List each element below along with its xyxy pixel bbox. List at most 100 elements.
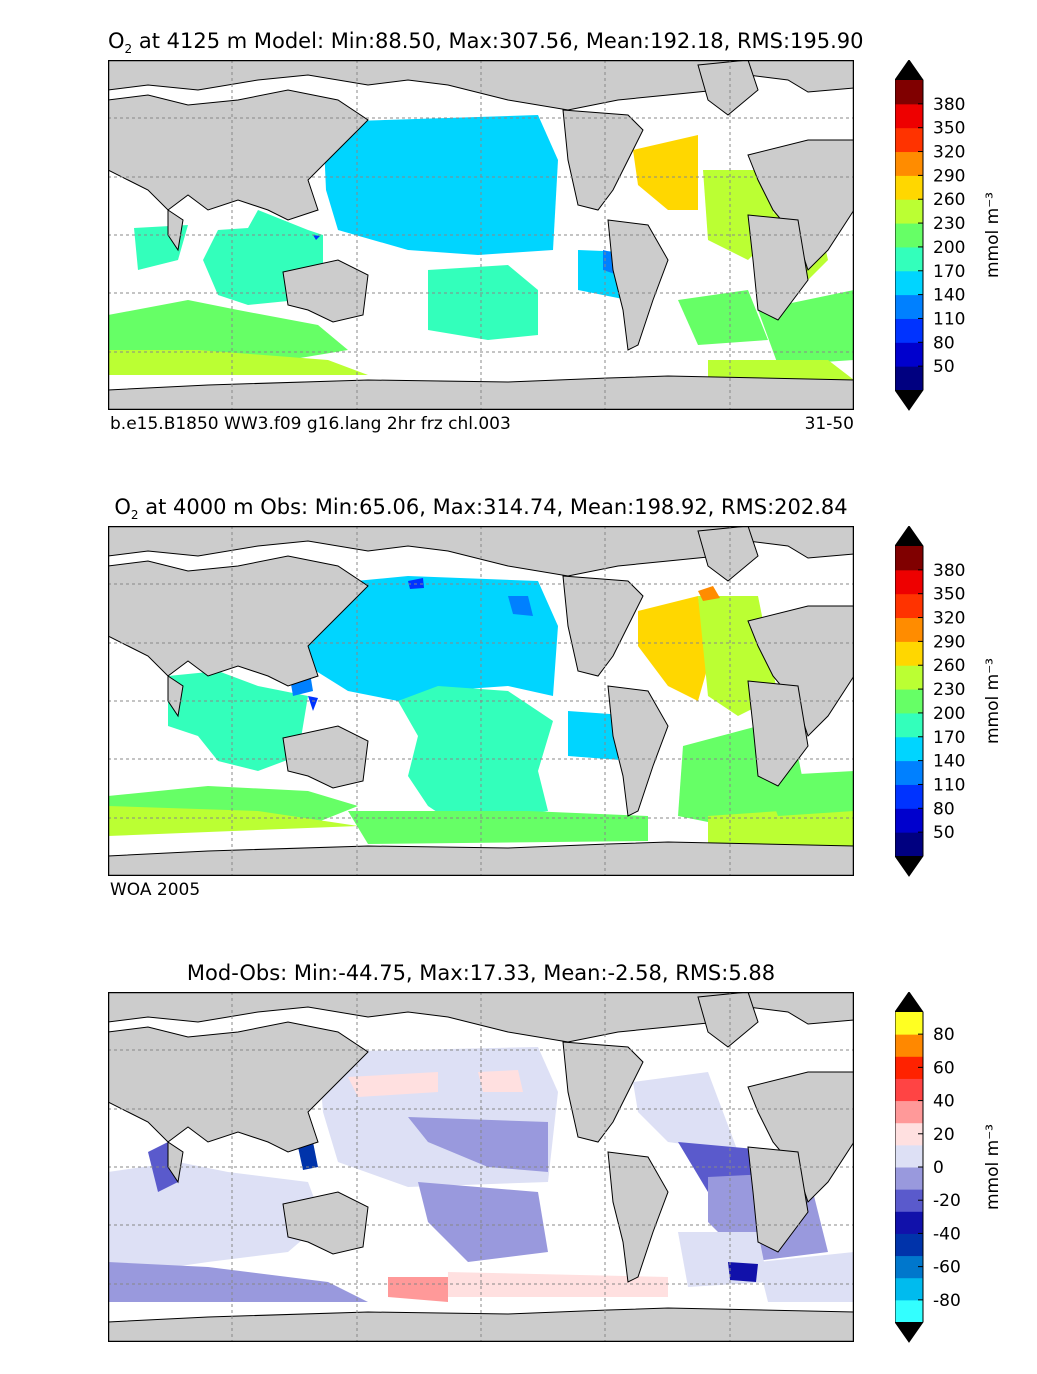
map-plot (108, 992, 854, 1342)
colorbar-frame (894, 59, 924, 411)
colorbar-segment (895, 593, 923, 619)
colorbar-tick-label: 110 (933, 775, 965, 795)
colorbar-segment (895, 1034, 923, 1057)
colorbar-segment (895, 617, 923, 642)
colorbar-tick-label: -20 (933, 1191, 961, 1211)
panel-title: O2 at 4125 m Model: Min:88.50, Max:307.5… (108, 28, 864, 62)
colorbar-extend-max (895, 60, 923, 80)
colorbar-segment (895, 366, 923, 391)
colorbar-frame (894, 991, 924, 1343)
colorbar-segment (895, 175, 923, 200)
colorbar-extend-max (895, 992, 923, 1012)
map-plot (108, 526, 854, 876)
grid-lines (108, 60, 854, 410)
colorbar-tick-label: 80 (933, 799, 955, 819)
colorbar-segment (895, 1078, 923, 1102)
colorbar-svg: 50 80 110 140 170 200 230 260 290 320 350 380 (894, 59, 965, 411)
colorbar-segment (895, 270, 923, 296)
colorbar-extend-min (895, 390, 923, 410)
colorbar-segment (895, 832, 923, 857)
colorbar-segment (895, 80, 923, 105)
colorbar-tick-label: 380 (933, 95, 965, 115)
colorbar-tick-label: 260 (933, 190, 965, 210)
colorbar-segment (895, 712, 923, 738)
colorbar-tick-label: 80 (933, 333, 955, 353)
colorbar-segment (895, 1122, 923, 1146)
colorbar-segment (895, 1189, 923, 1212)
plot-frame (108, 992, 854, 1342)
colorbar-segment (895, 689, 923, 714)
years-caption: 31-50 (804, 414, 854, 434)
colorbar-svg: 50 80 110 140 170 200 230 260 290 320 350 380 (894, 525, 965, 877)
colorbar-frame (894, 525, 924, 877)
plot-frame (108, 526, 854, 876)
title-text: at 4000 m Obs: Min:65.06, Max:314.74, Me… (145, 495, 848, 519)
title-text: Mod-Obs: Min:-44.75, Max:17.33, Mean:-2.… (186, 961, 776, 985)
colorbar-segment (895, 1167, 923, 1190)
colorbar-tick-label: 320 (933, 609, 965, 629)
grid-lines (108, 992, 854, 1342)
colorbar-tick-label: 60 (933, 1058, 955, 1078)
case-caption: b.e15.B1850 WW3.f09 g16.lang 2hr frz chl… (110, 414, 511, 434)
colorbar-tick-label: 350 (933, 119, 965, 139)
title-subscript: 2 (130, 508, 139, 523)
colorbar-tick-label: 170 (933, 728, 965, 748)
colorbar-tick-label: 50 (933, 357, 955, 377)
colorbar-segment (895, 1233, 923, 1257)
title-species: O (114, 495, 131, 519)
colorbar-tick-label: 260 (933, 656, 965, 676)
colorbar-segment (895, 318, 923, 343)
colorbar-segment (895, 569, 923, 595)
colorbar: 50 80 110 140 170 200 230 260 290 320 350 380 mmol m… (894, 525, 1015, 884)
colorbar-tick-label: 110 (933, 309, 965, 329)
colorbar-segment (895, 1277, 923, 1301)
colorbar-tick-label: 170 (933, 262, 965, 282)
colorbar-segment (895, 151, 923, 176)
colorbar-segment (895, 223, 923, 248)
colorbar-segment (895, 1100, 923, 1124)
colorbar-tick-label: 140 (933, 752, 965, 772)
title-subscript: 2 (124, 42, 133, 57)
colorbar-units-label: mmol m⁻³ (983, 658, 1003, 744)
grid-lines (108, 526, 854, 876)
colorbar-segment (895, 342, 923, 367)
colorbar-segment (895, 808, 923, 833)
colorbar-segment (895, 546, 923, 571)
colorbar-segment (895, 199, 923, 224)
colorbar-tick-label: 40 (933, 1092, 955, 1112)
colorbar-svg: -80 -60 -40 -20 0 20 40 60 80 (894, 991, 961, 1343)
colorbar-tick-label: 20 (933, 1125, 955, 1145)
colorbar-segment (895, 1211, 923, 1234)
colorbar-tick-label: 200 (933, 238, 965, 258)
colorbar-segment (895, 1144, 923, 1168)
colorbar-tick-label: 50 (933, 823, 955, 843)
colorbar-segment (895, 127, 923, 153)
colorbar-segment (895, 641, 923, 666)
colorbar-units-label: mmol m⁻³ (983, 192, 1003, 278)
colorbar-tick-label: 380 (933, 561, 965, 581)
colorbar-segment (895, 784, 923, 809)
colorbar-tick-label: 290 (933, 632, 965, 652)
colorbar-extend-min (895, 856, 923, 876)
colorbar-segment (895, 665, 923, 690)
colorbar-segment (895, 736, 923, 762)
colorbar-segment (895, 1299, 923, 1323)
title-text: at 4125 m Model: Min:88.50, Max:307.56, … (138, 29, 864, 53)
colorbar-tick-label: -80 (933, 1291, 961, 1311)
plot-frame (108, 60, 854, 410)
colorbar-tick-label: 290 (933, 166, 965, 186)
colorbar-tick-label: 320 (933, 143, 965, 163)
colorbar-segment (895, 760, 923, 785)
colorbar-tick-label: 200 (933, 704, 965, 724)
colorbar: 50 80 110 140 170 200 230 260 290 320 350 380 mmol m… (894, 59, 1015, 418)
colorbar-tick-label: 80 (933, 1025, 955, 1045)
map-plot (108, 60, 854, 410)
colorbar-segment (895, 1255, 923, 1279)
colorbar-extend-min (895, 1322, 923, 1342)
colorbar-tick-label: 140 (933, 286, 965, 306)
colorbar-tick-label: 350 (933, 585, 965, 605)
title-species: O (108, 29, 125, 53)
colorbar: -80 -60 -40 -20 0 20 40 60 80 mmol m⁻³ (894, 991, 1015, 1350)
colorbar-tick-label: 230 (933, 214, 965, 234)
panel-title: O2 at 4000 m Obs: Min:65.06, Max:314.74,… (108, 494, 854, 528)
